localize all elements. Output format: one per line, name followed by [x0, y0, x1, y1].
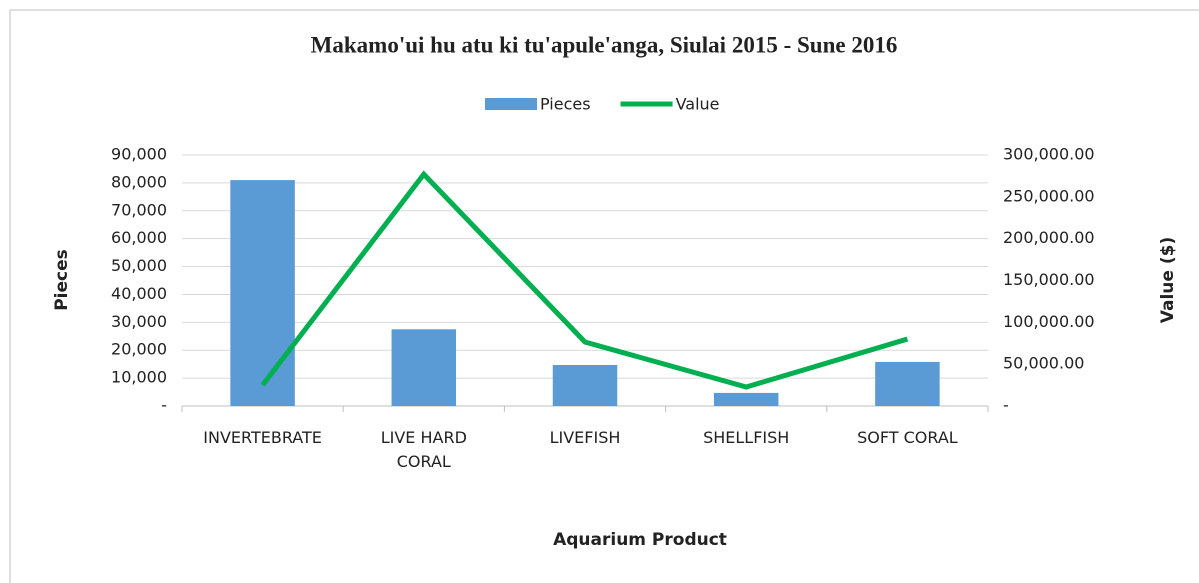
bar: [552, 365, 618, 406]
y2-tick-label: 300,000.00: [1003, 145, 1095, 164]
line: [260, 170, 909, 390]
bar: [391, 329, 457, 406]
y-tick-label: 50,000: [111, 256, 167, 275]
x-tick-label: SOFT CORAL: [857, 428, 958, 447]
y-tick-label: 70,000: [111, 200, 167, 219]
bar: [230, 180, 295, 406]
y-tick-label: 80,000: [111, 172, 167, 191]
x-axis-title: Aquarium Product: [553, 530, 727, 550]
y2-axis-title: Value ($): [1158, 237, 1178, 323]
y-axis-title: Pieces: [52, 249, 72, 311]
y-tick-label: 30,000: [111, 312, 167, 331]
x-tick-label: INVERTEBRATE: [203, 428, 322, 447]
legend-swatch: [485, 98, 537, 110]
legend-label: Value: [676, 95, 720, 114]
y-tick-label: 20,000: [111, 340, 167, 359]
bar: [875, 361, 940, 406]
y2-tick-label: 150,000.00: [1003, 270, 1095, 289]
x-tick-label: LIVE HARD CORAL: [380, 428, 467, 471]
y2-tick-label: -: [1003, 396, 1009, 415]
y-tick-label: 90,000: [111, 145, 167, 164]
legend-label: Pieces: [540, 95, 591, 114]
y2-tick-label: 200,000.00: [1003, 228, 1095, 247]
y2-tick-label: 100,000.00: [1003, 312, 1095, 331]
chart-frame: [9, 9, 1199, 583]
y2-tick-label: 250,000.00: [1003, 186, 1095, 205]
y-tick-label: 60,000: [111, 228, 167, 247]
x-tick-label: SHELLFISH: [703, 428, 790, 447]
y-tick-label: 10,000: [111, 368, 167, 387]
chart-title: Makamo'ui hu atu ki tu'apule'anga, Siula…: [311, 32, 898, 57]
y-tick-label: 40,000: [111, 284, 167, 303]
y-tick-label: -: [161, 396, 167, 415]
bar: [713, 392, 779, 406]
x-tick-label: LIVEFISH: [549, 428, 621, 447]
y2-tick-label: 50,000.00: [1003, 354, 1084, 373]
